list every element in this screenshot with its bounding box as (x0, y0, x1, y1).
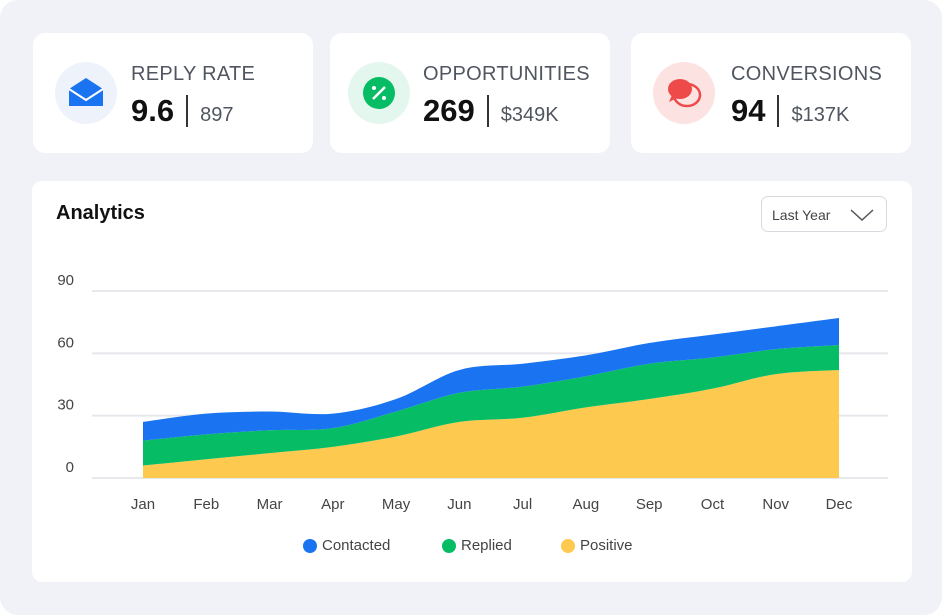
kpi-number: 269 (423, 93, 475, 128)
chart: 0 30 60 90 Jan Feb Mar Apr May Jun Jul Aug Sep Oct Nov… (57, 272, 888, 554)
kpi-value: 269 $349K (423, 93, 559, 129)
x-tick-label: Dec (826, 496, 853, 513)
x-tick-label: Jun (447, 496, 471, 513)
legend-label: Replied (461, 537, 512, 554)
kpi-title: REPLY RATE (131, 63, 256, 85)
analytics-panel: Analytics Last Year 0 30 60 90 Jan Feb Mar Apr M… (32, 181, 912, 582)
x-tick-label: Sep (636, 496, 663, 513)
icon (348, 62, 410, 124)
kpi-number: 9.6 (131, 93, 175, 128)
kpi-card: REPLY RATE 9.6 897 (33, 33, 313, 153)
kpi-secondary: 897 (200, 104, 234, 126)
x-tick-label: Mar (257, 496, 283, 513)
x-tick-label: Aug (573, 496, 600, 513)
kpi-card: OPPORTUNITIES 269 $349K (330, 33, 610, 153)
kpi-secondary: $349K (500, 104, 559, 126)
y-tick-label: 90 (57, 272, 74, 289)
kpi-secondary: $137K (791, 104, 850, 126)
kpi-card: CONVERSIONS 94 $137K (631, 33, 911, 153)
icon (653, 62, 715, 124)
y-tick-label: 30 (57, 397, 74, 414)
legend-marker (303, 539, 317, 553)
area (143, 345, 839, 466)
x-tick-label: Feb (193, 496, 219, 513)
x-tick-label: Apr (321, 496, 344, 513)
area (143, 369, 839, 478)
x-tick-label: Oct (701, 496, 725, 513)
legend-marker (442, 539, 456, 553)
kpi-value: 9.6 897 (131, 93, 233, 129)
kpi-value: 94 $137K (731, 93, 849, 129)
kpi-title: OPPORTUNITIES (423, 63, 590, 85)
y-tick-label: 0 (66, 459, 74, 476)
legend-label: Positive (580, 537, 633, 554)
period-dropdown[interactable]: Last Year (761, 196, 887, 232)
x-tick-label: May (382, 496, 411, 513)
x-tick-label: Nov (762, 496, 789, 513)
icon (55, 62, 117, 124)
area (143, 318, 839, 441)
legend-label: Contacted (322, 537, 390, 554)
x-tick-label: Jan (131, 496, 155, 513)
legend-marker (561, 539, 575, 553)
dropdown-label: Last Year (772, 207, 831, 223)
x-tick-label: Jul (513, 496, 532, 513)
kpi-title: CONVERSIONS (731, 63, 883, 85)
chart-title: Analytics (56, 202, 145, 224)
y-tick-label: 60 (57, 334, 74, 351)
kpi-number: 94 (731, 93, 766, 128)
